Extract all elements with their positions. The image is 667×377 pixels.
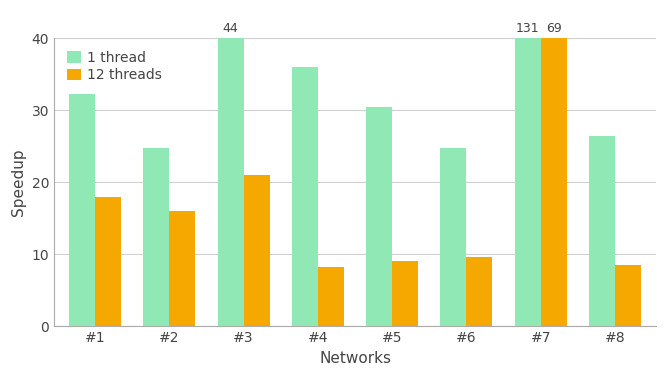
Bar xyxy=(169,211,195,326)
Bar xyxy=(589,136,615,326)
Text: 131: 131 xyxy=(516,23,540,35)
Bar xyxy=(466,257,492,326)
Bar xyxy=(318,267,344,326)
Bar xyxy=(143,148,169,326)
Bar xyxy=(69,94,95,326)
Bar xyxy=(440,148,466,326)
Bar xyxy=(292,67,318,326)
Bar xyxy=(392,261,418,326)
Bar xyxy=(95,197,121,326)
X-axis label: Networks: Networks xyxy=(319,351,391,366)
Text: 69: 69 xyxy=(546,23,562,35)
Bar xyxy=(615,265,641,326)
Bar xyxy=(217,38,243,326)
Bar xyxy=(366,107,392,326)
Legend: 1 thread, 12 threads: 1 thread, 12 threads xyxy=(61,45,168,88)
Bar xyxy=(243,175,269,326)
Bar xyxy=(541,38,567,326)
Bar xyxy=(515,38,541,326)
Text: 44: 44 xyxy=(223,23,239,35)
Y-axis label: Speedup: Speedup xyxy=(11,149,26,216)
